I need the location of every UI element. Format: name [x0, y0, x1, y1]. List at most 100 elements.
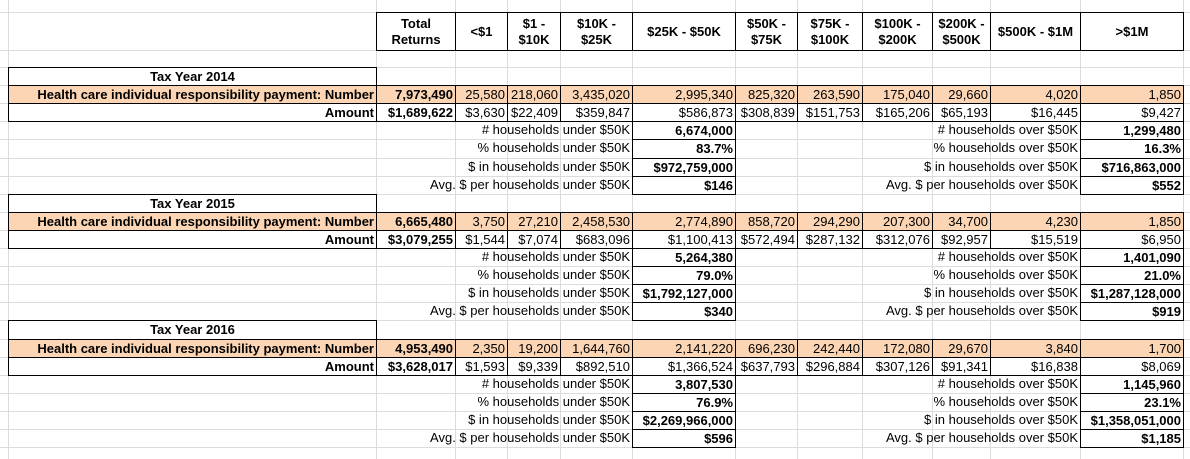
summary-label: $ in households under $50K: [468, 412, 630, 427]
amount-cell: $637,793: [735, 357, 798, 376]
row-label: Health care individual responsibility pa…: [8, 212, 377, 231]
summary-value: $972,759,000: [632, 158, 736, 177]
summary-label: # households over $50K: [937, 122, 1078, 137]
number-cell: 172,080: [862, 339, 933, 358]
summary-value: 1,401,090: [1080, 248, 1184, 267]
column-header: $100K - $200K: [862, 12, 933, 51]
summary-value: $1,185: [1080, 429, 1184, 448]
number-cell: 858,720: [735, 212, 798, 231]
amount-cell: $287,132: [797, 230, 863, 249]
amount-cell: $15,519: [990, 230, 1081, 249]
amount-cell: $151,753: [797, 103, 863, 122]
gridline: [0, 429, 1190, 430]
gridline: [0, 266, 1190, 267]
column-header: $500K - $1M: [990, 12, 1081, 51]
summary-label: # households over $50K: [937, 376, 1078, 391]
number-cell: 19,200: [507, 339, 561, 358]
amount-cell: $91,341: [932, 357, 991, 376]
amount-cell: $92,957: [932, 230, 991, 249]
summary-label: $ in households under $50K: [468, 285, 630, 300]
amount-cell: $683,096: [560, 230, 633, 249]
amount-cell: $6,950: [1080, 230, 1184, 249]
number-cell: 1,700: [1080, 339, 1184, 358]
number-cell: 1,644,760: [560, 339, 633, 358]
summary-value: 23.1%: [1080, 393, 1184, 412]
number-cell: 1,850: [1080, 85, 1184, 104]
amount-cell: $16,445: [990, 103, 1081, 122]
amount-cell: $1,100,413: [632, 230, 736, 249]
number-cell: 34,700: [932, 212, 991, 231]
row-label: Health care individual responsibility pa…: [8, 339, 377, 358]
column-header: $10K - $25K: [560, 12, 633, 51]
amount-cell: $16,838: [990, 357, 1081, 376]
column-header: $25K - $50K: [632, 12, 736, 51]
summary-value: $340: [632, 302, 736, 321]
summary-label: # households over $50K: [937, 249, 1078, 264]
summary-label: % households over $50K: [933, 267, 1078, 282]
number-cell: 263,590: [797, 85, 863, 104]
number-cell: 4,953,490: [376, 339, 456, 358]
summary-label: $ in households over $50K: [924, 159, 1078, 174]
summary-label: Avg. $ per households over $50K: [885, 177, 1078, 192]
gridline: [0, 176, 1190, 177]
gridline: [0, 411, 1190, 412]
amount-cell: $3,630: [455, 103, 508, 122]
summary-label: $ in households over $50K: [924, 285, 1078, 300]
gridline: [0, 447, 1190, 448]
row-label: Amount: [8, 230, 377, 249]
summary-label: % households over $50K: [933, 140, 1078, 155]
summary-value: 3,807,530: [632, 375, 736, 394]
summary-label: Avg. $ per households under $50K: [430, 303, 630, 318]
amount-cell: $1,689,622: [376, 103, 456, 122]
number-cell: 1,850: [1080, 212, 1184, 231]
gridline: [0, 302, 1190, 303]
summary-value: 1,299,480: [1080, 121, 1184, 140]
number-cell: 29,660: [932, 85, 991, 104]
row-label: Health care individual responsibility pa…: [8, 85, 377, 104]
number-cell: 242,440: [797, 339, 863, 358]
summary-label: % households under $50K: [477, 394, 630, 409]
amount-cell: $3,628,017: [376, 357, 456, 376]
summary-value: 6,674,000: [632, 121, 736, 140]
summary-label: % households under $50K: [477, 140, 630, 155]
number-cell: 207,300: [862, 212, 933, 231]
column-header: $50K - $75K: [735, 12, 798, 51]
summary-value: $552: [1080, 176, 1184, 195]
amount-cell: $9,427: [1080, 103, 1184, 122]
summary-value: $1,792,127,000: [632, 284, 736, 303]
summary-label: % households over $50K: [933, 394, 1078, 409]
number-cell: 7,973,490: [376, 85, 456, 104]
amount-cell: $165,206: [862, 103, 933, 122]
number-cell: 825,320: [735, 85, 798, 104]
amount-cell: $65,193: [932, 103, 991, 122]
number-cell: 6,665,480: [376, 212, 456, 231]
summary-value: 5,264,380: [632, 248, 736, 267]
column-header: $1 - $10K: [507, 12, 561, 51]
number-cell: 4,020: [990, 85, 1081, 104]
column-header: <$1: [455, 12, 508, 51]
number-cell: 27,210: [507, 212, 561, 231]
summary-value: $146: [632, 176, 736, 195]
summary-value: $1,358,051,000: [1080, 411, 1184, 430]
gridline: [0, 320, 1190, 321]
number-cell: 294,290: [797, 212, 863, 231]
summary-value: $716,863,000: [1080, 158, 1184, 177]
row-label: Amount: [8, 103, 377, 122]
gridline: [0, 194, 1190, 195]
gridline: [0, 284, 1190, 285]
amount-cell: $9,339: [507, 357, 561, 376]
row-label: Amount: [8, 357, 377, 376]
amount-cell: $1,593: [455, 357, 508, 376]
amount-cell: $572,494: [735, 230, 798, 249]
number-cell: 25,580: [455, 85, 508, 104]
year-title: Tax Year 2016: [8, 320, 377, 340]
gridline: [0, 393, 1190, 394]
gridline: [0, 67, 1190, 68]
number-cell: 2,350: [455, 339, 508, 358]
year-title: Tax Year 2014: [8, 67, 377, 86]
number-cell: 3,750: [455, 212, 508, 231]
column-header: $200K - $500K: [932, 12, 991, 51]
amount-cell: $1,544: [455, 230, 508, 249]
gridline: [0, 139, 1190, 140]
